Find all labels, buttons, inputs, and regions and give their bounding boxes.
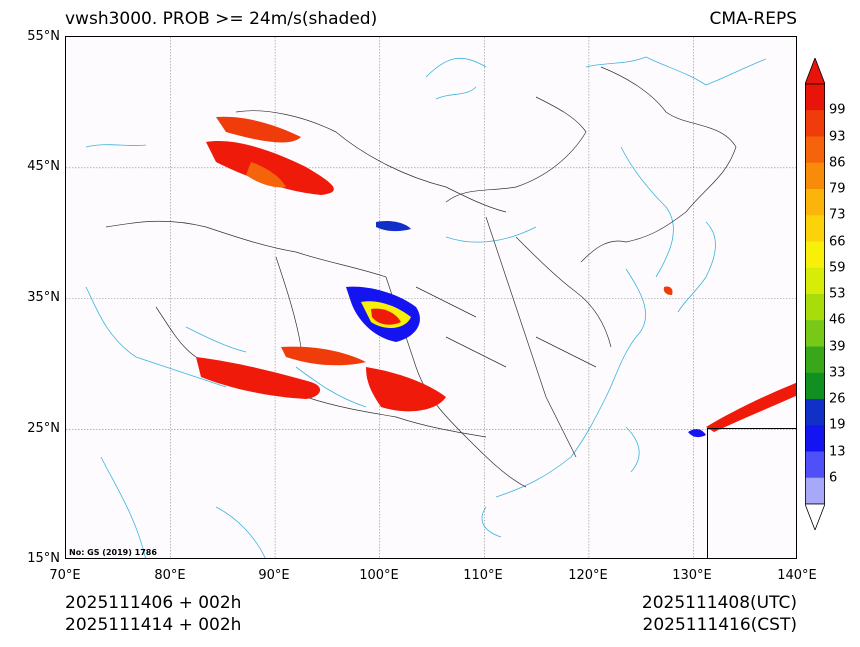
colorbar-label: 73 [829, 207, 846, 223]
lat-label-35: 35°N [27, 290, 60, 305]
map-title: vwsh3000. PROB >= 24m/s(shaded) [65, 9, 378, 29]
lon-label-80: 80°E [154, 568, 186, 583]
valid-time-cst: 2025111416(CST) [642, 615, 797, 635]
colorbar-label: 26 [829, 391, 846, 407]
colorbar-swatch [805, 189, 825, 216]
colorbar-swatch [805, 294, 825, 321]
map-approval-note: No: GS (2019) 1786 [69, 548, 157, 557]
colorbar-label: 13 [829, 444, 846, 459]
graticule [66, 37, 796, 558]
map-canvas [66, 37, 796, 558]
colorbar [805, 58, 825, 530]
colorbar-swatch [805, 215, 825, 242]
colorbar-swatch [805, 477, 825, 505]
colorbar-swatch [805, 241, 825, 269]
map-panel [65, 36, 797, 559]
colorbar-swatch [805, 346, 825, 374]
init-time-utc: 2025111406 + 002h [65, 593, 242, 613]
colorbar-max-arrow [805, 58, 825, 85]
colorbar-label: 19 [829, 417, 846, 433]
colorbar-label: 79 [829, 181, 846, 197]
lon-label-120: 120°E [568, 568, 608, 583]
colorbar-swatch [805, 136, 825, 164]
init-time-cst: 2025111414 + 002h [65, 615, 242, 635]
colorbar-label: 6 [829, 470, 838, 486]
colorbar-swatch [805, 84, 825, 111]
lat-label-45: 45°N [27, 159, 60, 174]
colorbar-label: 46 [829, 312, 846, 328]
lon-label-140: 140°E [777, 568, 817, 583]
lon-label-90: 90°E [258, 568, 290, 583]
colorbar-label: 99 [829, 102, 846, 118]
colorbar-label: 93 [829, 129, 846, 144]
colorbar-label: 86 [829, 155, 846, 171]
coastlines [85, 56, 767, 558]
colorbar-swatch [805, 372, 825, 400]
lon-label-110: 110°E [463, 568, 503, 583]
lat-label-25: 25°N [27, 421, 60, 436]
colorbar-swatch [805, 110, 825, 137]
colorbar-swatch [805, 162, 825, 190]
colorbar-label: 39 [829, 339, 846, 354]
colorbar-label: 59 [829, 260, 846, 276]
colorbar-swatch [805, 399, 825, 426]
colorbar-swatch [805, 425, 825, 452]
lat-label-55: 55°N [27, 29, 60, 44]
lon-label-100: 100°E [359, 568, 399, 583]
colorbar-swatch [805, 451, 825, 479]
valid-time-utc: 2025111408(UTC) [641, 593, 797, 613]
colorbar-label: 33 [829, 365, 846, 381]
colorbar-swatch [805, 320, 825, 347]
colorbar-swatch [805, 267, 825, 295]
boundaries [105, 66, 737, 488]
lon-label-70: 70°E [49, 568, 81, 583]
lon-label-130: 130°E [672, 568, 712, 583]
south-china-sea-inset [707, 428, 796, 558]
colorbar-label: 66 [829, 234, 846, 249]
colorbar-min-arrow [805, 503, 825, 530]
probability-shading [196, 116, 796, 438]
lat-label-15: 15°N [27, 551, 60, 566]
colorbar-label: 53 [829, 286, 846, 302]
model-name: CMA-REPS [709, 9, 797, 29]
